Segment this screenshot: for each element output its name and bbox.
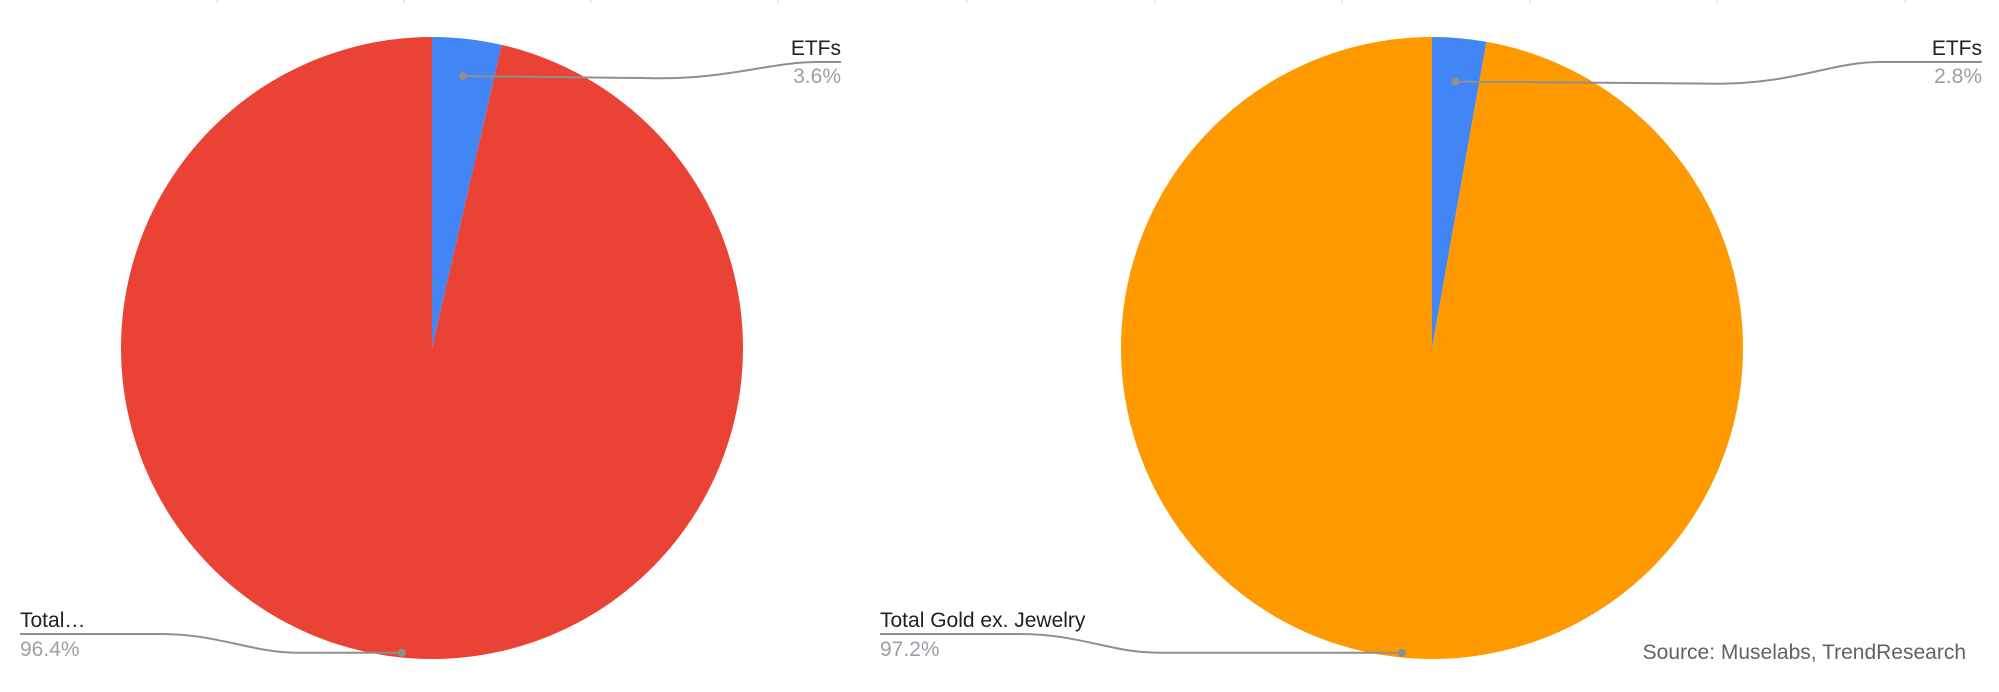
top-axis-ticks bbox=[216, 0, 1906, 3]
leader-dot-total bbox=[398, 648, 406, 657]
slice-label-etfs: ETFs bbox=[791, 37, 841, 60]
slice-label-etfs: ETFs bbox=[1932, 37, 1982, 60]
pie-slices bbox=[120, 37, 743, 659]
slice-label-total: Total… bbox=[20, 609, 85, 632]
pie-chart-etfs-vs-total-gold-ex-jewelry: ETFs 2.8% Total Gold ex. Jewelry 97.2% bbox=[880, 37, 1982, 661]
slice-value-etfs: 3.6% bbox=[793, 65, 841, 88]
pie-chart-etfs-vs-total: ETFs 3.6% Total… 96.4% bbox=[20, 37, 841, 661]
leader-dot-etfs bbox=[1451, 77, 1460, 86]
leader-line-etfs bbox=[462, 61, 841, 80]
slice-label-total-gold-ex-jewelry: Total Gold ex. Jewelry bbox=[880, 609, 1086, 632]
pie-slice-total-gold-ex-jewelry bbox=[1120, 37, 1743, 660]
leader-dot-etfs bbox=[458, 72, 467, 81]
pie-labels: ETFs 2.8% Total Gold ex. Jewelry 97.2% bbox=[880, 37, 1982, 661]
pie-labels: ETFs 3.6% Total… 96.4% bbox=[20, 37, 841, 661]
leader-line-total-gold-ex-jewelry bbox=[880, 633, 1402, 654]
pie-slice-total bbox=[120, 37, 743, 659]
pie-slices bbox=[1120, 37, 1743, 660]
leader-line-total bbox=[20, 633, 402, 654]
slice-value-total-gold-ex-jewelry: 97.2% bbox=[880, 638, 940, 661]
leader-line-etfs bbox=[1455, 61, 1982, 85]
source-note: Source: Muselabs, TrendResearch bbox=[1643, 641, 1966, 664]
slice-value-total: 96.4% bbox=[20, 638, 80, 661]
pie-slice-etfs bbox=[432, 37, 502, 348]
leader-dot-total-gold-ex-jewelry bbox=[1398, 648, 1406, 657]
pie-slice-etfs bbox=[1432, 37, 1487, 348]
slice-value-etfs: 2.8% bbox=[1934, 65, 1982, 88]
